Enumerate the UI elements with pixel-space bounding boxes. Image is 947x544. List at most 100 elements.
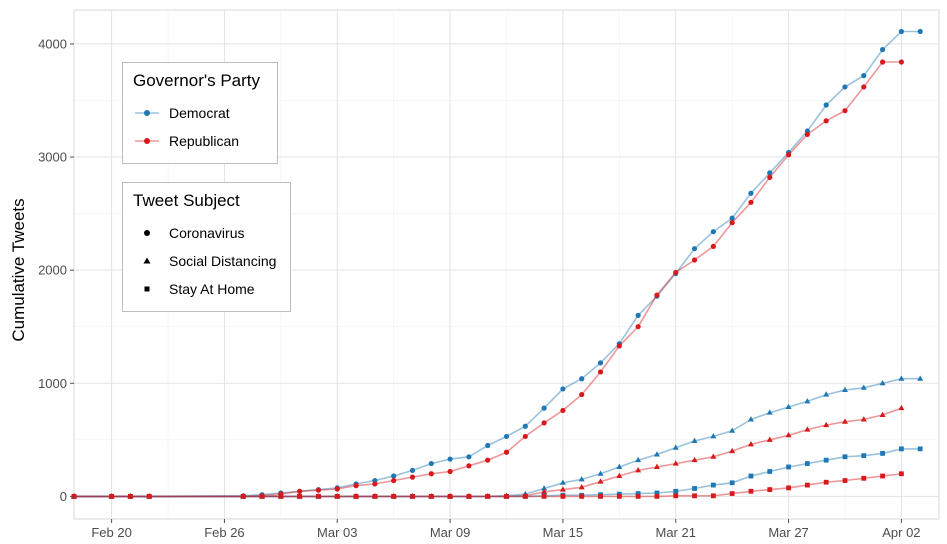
data-point xyxy=(654,490,660,496)
data-point xyxy=(786,464,791,470)
data-point xyxy=(297,488,303,494)
series-democrat-social-distancing xyxy=(71,375,924,499)
data-point xyxy=(860,416,867,422)
data-point xyxy=(748,199,754,205)
series-line-republican-coronavirus xyxy=(74,61,902,498)
data-point xyxy=(391,473,397,479)
x-tick-label: Mar 09 xyxy=(430,525,470,540)
data-point xyxy=(691,456,698,463)
y-tick-label: 0 xyxy=(60,489,67,504)
y-axis-title: Cumulative Tweets xyxy=(9,198,28,341)
data-point xyxy=(541,488,548,494)
y-tick-label: 1000 xyxy=(38,376,67,391)
data-point xyxy=(146,493,152,499)
data-point xyxy=(597,470,604,476)
data-point xyxy=(747,416,754,422)
data-point xyxy=(767,170,773,176)
data-point xyxy=(579,391,585,398)
data-point xyxy=(710,493,716,499)
data-point xyxy=(597,478,604,484)
data-point xyxy=(785,152,792,158)
data-point xyxy=(898,28,904,35)
data-point xyxy=(673,269,679,276)
data-point xyxy=(522,493,528,499)
data-point xyxy=(503,433,510,440)
data-point xyxy=(447,456,453,462)
data-point xyxy=(710,229,716,235)
data-point xyxy=(804,461,810,466)
data-point xyxy=(785,403,792,410)
legend-item-coronavirus: Coronavirus xyxy=(133,219,280,247)
y-tick-label: 2000 xyxy=(38,263,67,278)
data-point xyxy=(748,190,754,196)
data-point xyxy=(485,493,491,499)
data-point xyxy=(259,493,265,499)
data-point xyxy=(597,369,604,375)
data-point xyxy=(522,433,528,440)
data-point xyxy=(898,471,904,477)
legend-item-stay-at-home: Stay At Home xyxy=(133,275,280,303)
legend-item-social-distancing: Social Distancing xyxy=(133,247,280,275)
series-republican-stay-at-home xyxy=(71,471,904,499)
data-point xyxy=(786,485,791,491)
data-point xyxy=(559,479,566,485)
data-point xyxy=(653,463,660,469)
data-point xyxy=(729,427,736,433)
data-point xyxy=(616,463,623,469)
data-point xyxy=(672,444,679,450)
data-point xyxy=(635,456,642,463)
data-point xyxy=(804,426,811,432)
democrat-legend-key xyxy=(135,110,159,116)
data-point xyxy=(297,493,303,499)
data-point xyxy=(410,493,415,499)
data-point xyxy=(729,491,735,496)
data-point xyxy=(409,467,416,473)
data-point xyxy=(560,407,566,414)
data-point xyxy=(541,485,548,491)
data-point xyxy=(729,480,735,486)
data-point xyxy=(541,420,547,426)
legend-label-coronavirus: Coronavirus xyxy=(169,225,245,241)
data-point xyxy=(466,463,472,469)
series-line-republican-stay-at-home xyxy=(74,473,902,498)
data-point xyxy=(334,493,340,499)
data-point xyxy=(767,487,773,492)
data-point xyxy=(880,473,885,479)
data-point xyxy=(504,493,509,499)
series-republican-social-distancing xyxy=(71,404,905,499)
data-point xyxy=(898,404,905,411)
data-point xyxy=(710,243,716,250)
data-point xyxy=(578,476,585,482)
republican-legend-key xyxy=(135,138,159,144)
data-point xyxy=(485,457,491,463)
legend-party-title: Governor's Party xyxy=(133,71,261,90)
data-point xyxy=(823,118,829,124)
data-point xyxy=(316,493,321,499)
data-point xyxy=(879,46,886,53)
series-line-democrat-social-distancing xyxy=(74,377,921,498)
data-point xyxy=(447,493,453,499)
data-point xyxy=(785,431,792,438)
data-point xyxy=(334,486,340,492)
y-axis: 0 1000 2000 3000 4000 xyxy=(38,36,74,504)
y-tick-label: 3000 xyxy=(38,150,67,165)
data-point xyxy=(579,376,585,382)
data-point xyxy=(560,386,566,392)
x-tick-label: Mar 03 xyxy=(317,525,357,540)
data-point xyxy=(428,460,434,467)
data-point xyxy=(428,493,434,499)
data-point xyxy=(842,108,848,114)
data-point xyxy=(842,454,848,460)
series-republican-coronavirus xyxy=(71,59,904,499)
data-point xyxy=(447,468,453,475)
data-point xyxy=(691,257,698,263)
data-point xyxy=(409,474,416,480)
data-point xyxy=(767,469,773,474)
data-point xyxy=(391,477,397,484)
data-point xyxy=(898,446,904,452)
data-point xyxy=(860,384,867,390)
x-tick-label: Mar 15 xyxy=(543,525,583,540)
x-tick-label: Mar 27 xyxy=(768,525,808,540)
legend-item-republican: Republican xyxy=(133,127,267,155)
